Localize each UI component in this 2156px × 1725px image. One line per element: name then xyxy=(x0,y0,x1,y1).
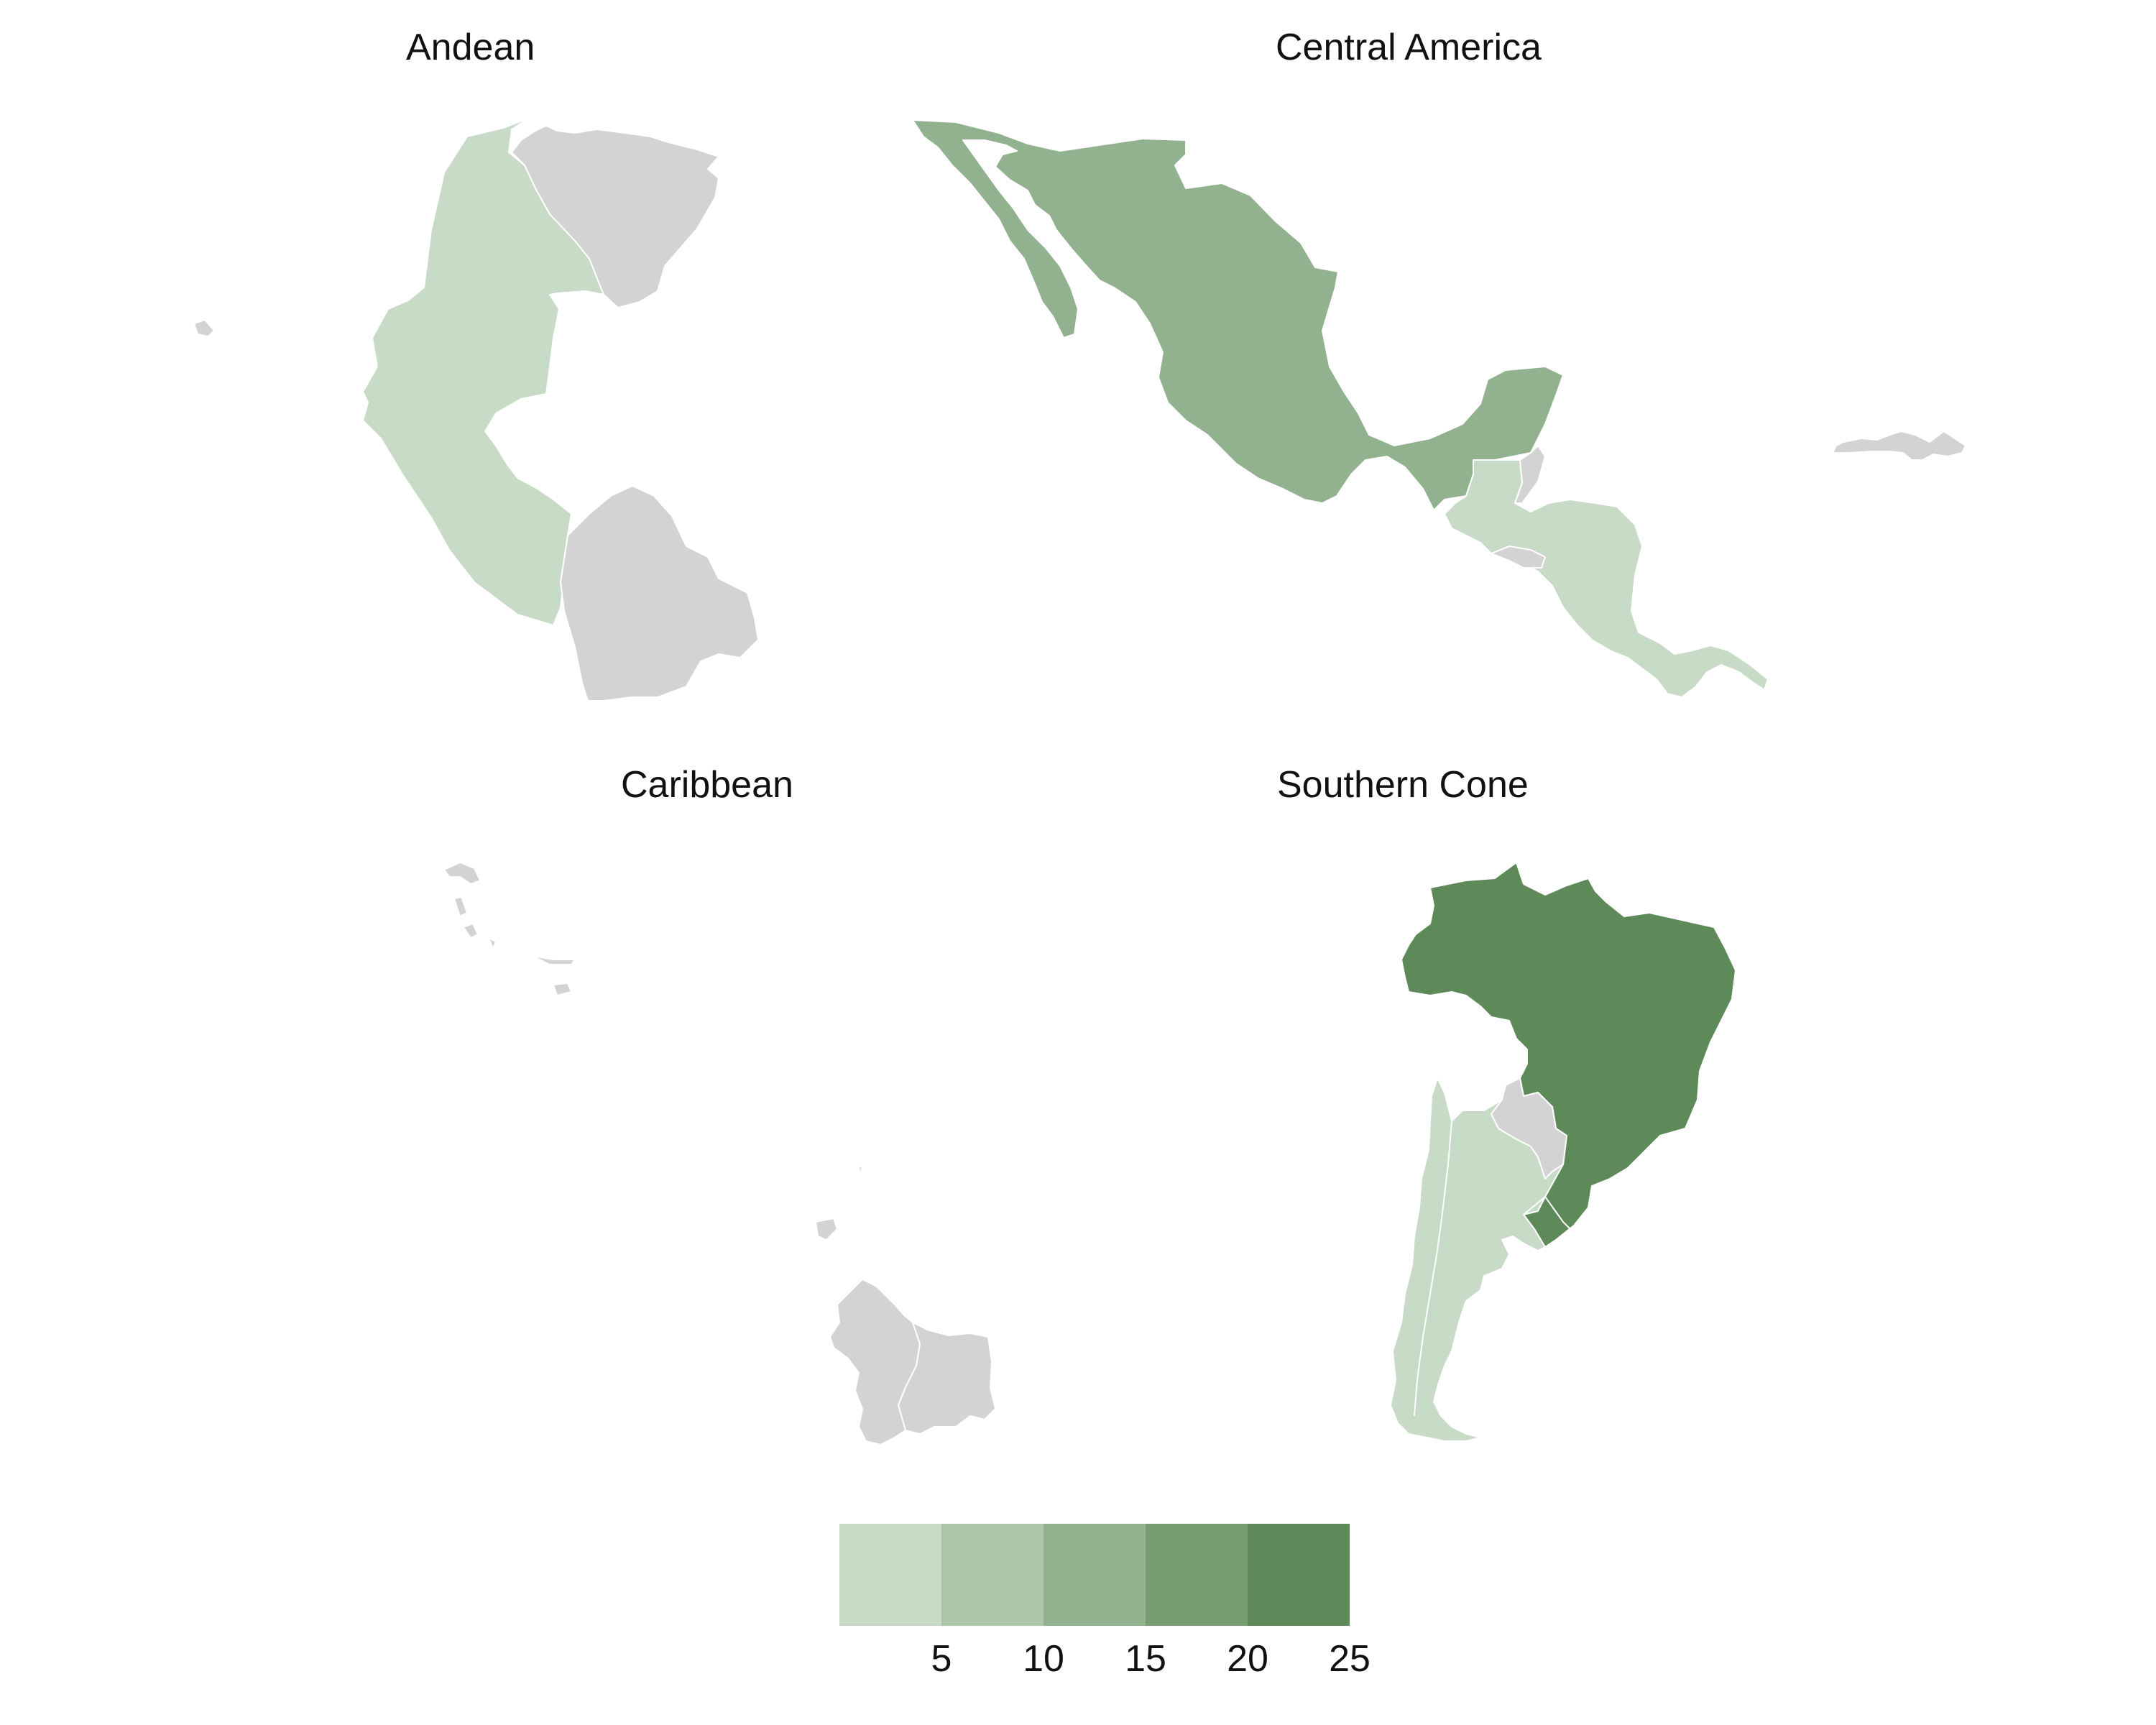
country-mexico xyxy=(912,119,1564,511)
country-el-salvador xyxy=(1491,546,1546,569)
panel-title-central-america: Central America xyxy=(1276,27,1542,68)
legend-tick-label: 15 xyxy=(1125,1638,1166,1680)
legend-tick-label: 5 xyxy=(931,1638,952,1680)
country-lesser-antilles xyxy=(815,1164,863,1241)
country-brazil xyxy=(1401,862,1736,1248)
map-panel-central-america xyxy=(912,119,1966,698)
legend-swatch xyxy=(839,1524,941,1626)
legend-swatch xyxy=(1146,1524,1248,1626)
legend-swatch xyxy=(1044,1524,1146,1626)
map-panel-andean xyxy=(193,118,759,702)
country-venezuela xyxy=(511,125,719,308)
country-hispaniola xyxy=(1832,431,1966,461)
country-uruguay-border xyxy=(1523,1196,1571,1230)
panel-title-southern-cone: Southern Cone xyxy=(1277,764,1529,806)
map-panel-southern-cone xyxy=(1390,862,1736,1442)
panel-title-caribbean: Caribbean xyxy=(621,764,793,806)
country-guyana-suriname xyxy=(829,1279,996,1445)
country-paraguay xyxy=(1491,1077,1567,1179)
country-guyana-suriname-border xyxy=(898,1322,921,1431)
map-panel-caribbean xyxy=(443,862,996,1445)
country-central-america-shaded xyxy=(1444,459,1769,698)
legend-tick-label: 25 xyxy=(1329,1638,1370,1680)
legend-swatches xyxy=(839,1524,1350,1626)
color-legend: 5 10 15 20 25 xyxy=(839,1524,1370,1696)
country-bolivia xyxy=(560,485,759,702)
legend-tick-label: 20 xyxy=(1227,1638,1268,1680)
legend-swatch xyxy=(1248,1524,1350,1626)
country-galapagos xyxy=(193,319,215,337)
legend-swatch xyxy=(941,1524,1044,1626)
panel-title-andean: Andean xyxy=(406,27,535,68)
country-bahamas xyxy=(443,862,576,996)
choropleth-map xyxy=(193,118,1966,1445)
country-belize xyxy=(1514,445,1546,504)
legend-tick-label: 10 xyxy=(1023,1638,1064,1680)
country-argentina-chile-border xyxy=(1414,1121,1452,1417)
